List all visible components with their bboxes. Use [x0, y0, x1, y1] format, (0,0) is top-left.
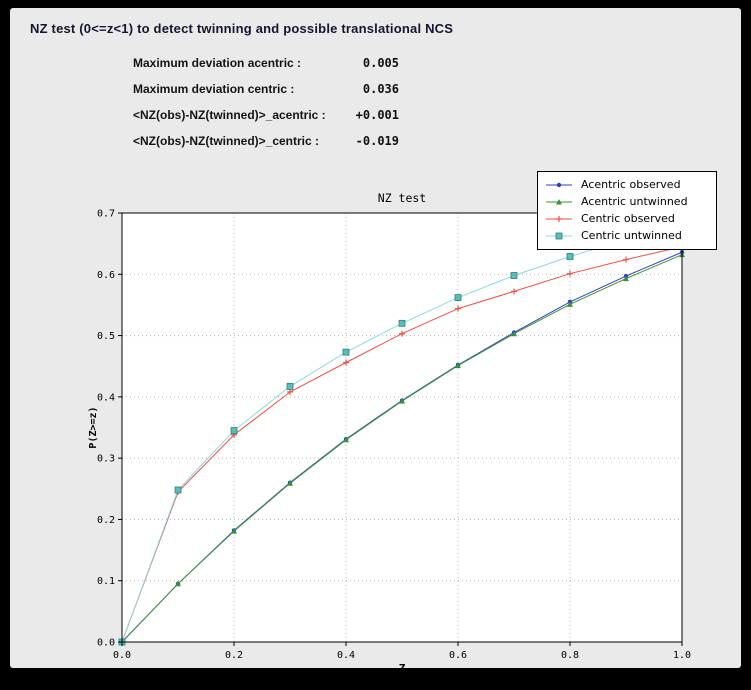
- square-marker: [342, 348, 350, 356]
- stat-label: <NZ(obs)-NZ(twinned)>_acentric :: [133, 108, 326, 122]
- x-tick-label: 0.0: [113, 650, 131, 661]
- x-tick-label: 0.8: [561, 650, 579, 661]
- y-tick-label: 0.3: [97, 454, 115, 465]
- y-tick-label: 0.7: [97, 209, 115, 220]
- x-tick-label: 0.6: [449, 650, 467, 661]
- stat-row: <NZ(obs)-NZ(twinned)>_acentric : +0.001: [133, 102, 399, 128]
- stat-row: Maximum deviation acentric : 0.005: [133, 50, 399, 76]
- triangle-marker: [343, 436, 349, 443]
- page-title: NZ test (0<=z<1) to detect twinning and …: [30, 21, 454, 36]
- square-marker: [286, 383, 294, 390]
- plus-marker: [287, 388, 293, 395]
- triangle-marker: [287, 480, 293, 486]
- plus-marker: [511, 288, 517, 295]
- square-marker: [174, 486, 182, 494]
- plus-marker: [556, 215, 562, 222]
- x-tick-label: 1.0: [673, 650, 691, 661]
- square-marker: [566, 253, 574, 260]
- plus-marker: [567, 270, 573, 277]
- triangle-marker: [567, 301, 573, 307]
- triangle-marker: [399, 398, 405, 404]
- legend-line-sample: [546, 198, 572, 204]
- square-marker: [230, 427, 238, 434]
- legend-label: Centric untwinned: [581, 229, 682, 242]
- stat-value: -0.019: [355, 134, 399, 148]
- plus-marker: [343, 359, 349, 366]
- circle-marker: [556, 182, 562, 187]
- chart-title: NZ test: [378, 191, 426, 205]
- legend-entry: Centric untwinned: [544, 227, 710, 244]
- legend-label: Acentric observed: [581, 178, 681, 191]
- legend-entry: Centric observed: [544, 210, 710, 227]
- square-marker: [510, 272, 518, 279]
- triangle-marker: [231, 528, 237, 534]
- triangle-marker: [556, 198, 562, 204]
- legend-label: Acentric untwinned: [581, 195, 688, 208]
- x-tick-label: 0.2: [225, 650, 243, 661]
- legend-line-sample: [546, 182, 572, 187]
- x-tick-label: 0.4: [337, 650, 355, 661]
- stat-value: 0.005: [362, 56, 399, 70]
- y-tick-label: 0.2: [97, 515, 115, 526]
- triangle-marker: [175, 580, 181, 587]
- triangle-marker: [623, 275, 629, 282]
- stat-value: 0.036: [362, 82, 399, 96]
- y-tick-label: 0.4: [97, 392, 115, 403]
- legend-line-sample: [546, 215, 572, 222]
- stat-row: <NZ(obs)-NZ(twinned)>_centric : -0.019: [133, 128, 399, 154]
- triangle-marker: [455, 362, 461, 369]
- legend-label: Centric observed: [581, 212, 675, 225]
- square-marker: [454, 294, 462, 301]
- y-tick-label: 0.6: [97, 270, 115, 281]
- stat-label: Maximum deviation centric :: [133, 82, 295, 96]
- stat-label: <NZ(obs)-NZ(twinned)>_centric :: [133, 134, 320, 148]
- stat-row: Maximum deviation centric : 0.036: [133, 76, 399, 102]
- plus-marker: [399, 330, 405, 337]
- stat-value: +0.001: [355, 108, 399, 122]
- plot-legend: Acentric observed Acentric untwinned Centr…: [537, 171, 717, 250]
- plot-canvas: 0.0 0.2 0.4 0.6 0.8 1.0 0.0 0.1 0.2 0.3 0.4 0.5 0.6 0…: [88, 191, 691, 675]
- plus-marker: [455, 305, 461, 312]
- legend-line-sample: [546, 232, 572, 239]
- app-window: NZ test (0<=z<1) to detect twinning and …: [10, 8, 741, 675]
- y-axis-label: P(Z>=z): [88, 406, 99, 448]
- triangle-marker: [511, 330, 517, 337]
- nz-test-figure: 0.0 0.2 0.4 0.6 0.8 1.0 0.0 0.1 0.2 0.3 0.4 0.5 0.6 0…: [85, 161, 733, 676]
- square-marker: [555, 232, 563, 239]
- stats-block: Maximum deviation acentric : 0.005 Maxim…: [133, 50, 399, 154]
- axes-frame: [121, 212, 683, 643]
- y-tick-label: 0.1: [97, 576, 115, 587]
- legend-entry: Acentric untwinned: [544, 193, 710, 210]
- x-axis-label: Z: [399, 662, 406, 675]
- y-tick-label: 0.0: [97, 638, 115, 649]
- plot-area: [122, 213, 682, 642]
- stat-label: Maximum deviation acentric :: [133, 56, 302, 70]
- square-marker: [398, 319, 406, 327]
- legend-entry: Acentric observed: [544, 176, 710, 193]
- y-tick-label: 0.5: [97, 331, 115, 342]
- plus-marker: [623, 256, 629, 263]
